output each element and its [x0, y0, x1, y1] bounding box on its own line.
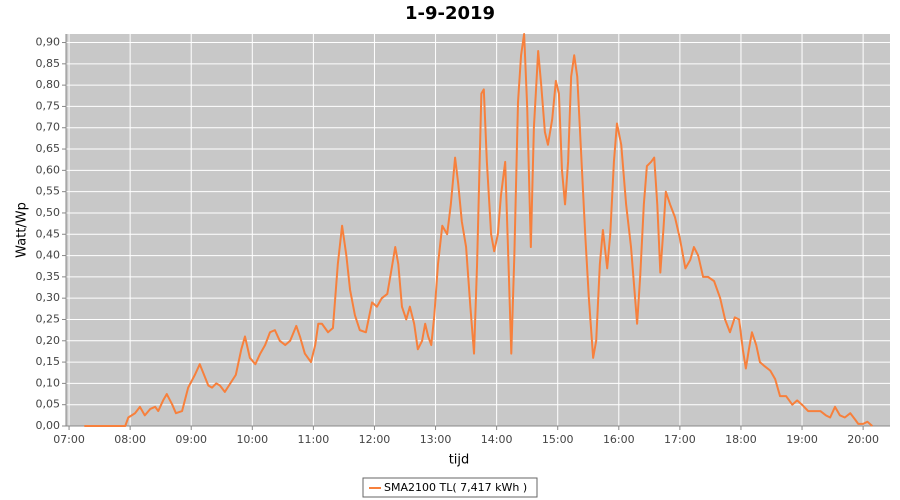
y-tick-label: 0,20 [36, 334, 61, 347]
y-tick-label: 0,35 [36, 270, 61, 283]
series-line [84, 33, 873, 427]
legend-box [362, 477, 538, 498]
chart-title: 1-9-2019 [405, 3, 495, 24]
x-tick-label: 07:00 [53, 433, 85, 446]
x-tick-label: 20:00 [847, 433, 879, 446]
y-tick-label: 0,55 [36, 185, 61, 198]
y-tick-label: 0,40 [36, 249, 61, 262]
y-tick-label: 0,90 [36, 36, 61, 49]
x-tick-label: 16:00 [603, 433, 635, 446]
legend-label: SMA2100 TL( 7,417 kWh ) [384, 481, 527, 494]
x-tick-label: 13:00 [420, 433, 452, 446]
y-tick-label: 0,05 [36, 398, 61, 411]
y-tick-label: 0,25 [36, 312, 61, 325]
y-axis-label: Watt/Wp [15, 202, 30, 258]
x-tick-label: 10:00 [236, 433, 268, 446]
y-tick-label: 0,70 [36, 121, 61, 134]
y-tick-label: 0,50 [36, 206, 61, 219]
y-tick-label: 0,45 [36, 227, 61, 240]
x-tick-label: 17:00 [664, 433, 696, 446]
y-tick-label: 0,60 [36, 163, 61, 176]
y-tick-label: 0,65 [36, 142, 61, 155]
y-tick-label: 0,15 [36, 355, 61, 368]
x-tick-label: 08:00 [114, 433, 146, 446]
x-axis-label: tijd [449, 453, 470, 468]
y-tick-label: 0,00 [36, 419, 61, 432]
x-tick-label: 11:00 [298, 433, 330, 446]
y-tick-label: 0,30 [36, 291, 61, 304]
x-tick-label: 09:00 [175, 433, 207, 446]
x-tick-label: 14:00 [481, 433, 513, 446]
y-tick-label: 0,80 [36, 78, 61, 91]
x-tick-label: 19:00 [786, 433, 818, 446]
y-tick-label: 0,75 [36, 99, 61, 112]
y-tick-label: 0,10 [36, 376, 61, 389]
x-tick-label: 12:00 [359, 433, 391, 446]
x-tick-label: 18:00 [725, 433, 757, 446]
y-tick-label: 0,85 [36, 57, 61, 70]
x-tick-label: 15:00 [542, 433, 574, 446]
